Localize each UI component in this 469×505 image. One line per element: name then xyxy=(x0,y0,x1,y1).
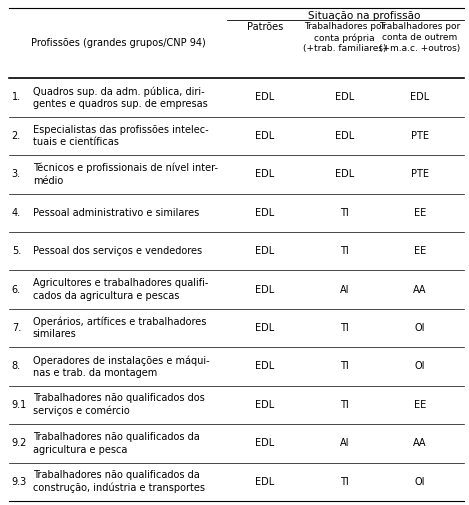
Text: EE: EE xyxy=(414,400,426,410)
Text: Trabalhadores não qualificados da
agricultura e pesca: Trabalhadores não qualificados da agricu… xyxy=(33,432,200,454)
Text: Situação na profissão: Situação na profissão xyxy=(309,11,421,21)
Text: EDL: EDL xyxy=(255,208,275,218)
Text: EDL: EDL xyxy=(410,92,430,103)
Text: TI: TI xyxy=(340,477,349,487)
Text: Pessoal dos serviços e vendedores: Pessoal dos serviços e vendedores xyxy=(33,246,202,256)
Text: TI: TI xyxy=(340,208,349,218)
Text: EDL: EDL xyxy=(255,362,275,372)
Text: EDL: EDL xyxy=(335,92,355,103)
Text: 5.: 5. xyxy=(12,246,21,256)
Text: TI: TI xyxy=(340,362,349,372)
Text: Quadros sup. da adm. pública, diri-
gentes e quadros sup. de empresas: Quadros sup. da adm. pública, diri- gent… xyxy=(33,86,208,109)
Text: Técnicos e profissionais de nível inter-
médio: Técnicos e profissionais de nível inter-… xyxy=(33,163,218,186)
Text: EDL: EDL xyxy=(255,246,275,256)
Text: Trabalhadores por
conta própria
(+trab. familiares): Trabalhadores por conta própria (+trab. … xyxy=(303,22,386,54)
Text: EDL: EDL xyxy=(255,92,275,103)
Text: EDL: EDL xyxy=(255,400,275,410)
Text: Patrões: Patrões xyxy=(247,22,283,32)
Text: Trabalhadores não qualificados da
construção, indústria e transportes: Trabalhadores não qualificados da constr… xyxy=(33,470,205,493)
Text: Agricultores e trabalhadores qualifi-
cados da agricultura e pescas: Agricultores e trabalhadores qualifi- ca… xyxy=(33,278,208,301)
Text: EDL: EDL xyxy=(255,169,275,179)
Text: Operários, artífices e trabalhadores
similares: Operários, artífices e trabalhadores sim… xyxy=(33,317,206,339)
Text: AI: AI xyxy=(340,285,349,294)
Text: Pessoal administrativo e similares: Pessoal administrativo e similares xyxy=(33,208,199,218)
Text: Profissões (grandes grupos/CNP 94): Profissões (grandes grupos/CNP 94) xyxy=(31,38,206,48)
Text: EE: EE xyxy=(414,208,426,218)
Text: 6.: 6. xyxy=(12,285,21,294)
Text: EDL: EDL xyxy=(255,438,275,448)
Text: Operadores de instalações e máqui-
nas e trab. da montagem: Operadores de instalações e máqui- nas e… xyxy=(33,355,210,378)
Text: 2.: 2. xyxy=(12,131,21,141)
Text: Especialistas das profissões intelec-
tuais e científicas: Especialistas das profissões intelec- tu… xyxy=(33,125,208,147)
Text: 9.1: 9.1 xyxy=(12,400,27,410)
Text: TI: TI xyxy=(340,323,349,333)
Text: 9.2: 9.2 xyxy=(12,438,27,448)
Text: OI: OI xyxy=(415,323,425,333)
Text: EDL: EDL xyxy=(255,285,275,294)
Text: Trabalhadores por
conta de outrem
(+m.a.c. +outros): Trabalhadores por conta de outrem (+m.a.… xyxy=(379,22,461,53)
Text: TI: TI xyxy=(340,246,349,256)
Text: 4.: 4. xyxy=(12,208,21,218)
Text: EDL: EDL xyxy=(255,131,275,141)
Text: AA: AA xyxy=(413,285,426,294)
Text: 1.: 1. xyxy=(12,92,21,103)
Text: 8.: 8. xyxy=(12,362,21,372)
Text: 3.: 3. xyxy=(12,169,21,179)
Text: EDL: EDL xyxy=(255,323,275,333)
Text: AI: AI xyxy=(340,438,349,448)
Text: Trabalhadores não qualificados dos
serviços e comércio: Trabalhadores não qualificados dos servi… xyxy=(33,393,204,417)
Text: OI: OI xyxy=(415,362,425,372)
Text: AA: AA xyxy=(413,438,426,448)
Text: EDL: EDL xyxy=(335,169,355,179)
Text: OI: OI xyxy=(415,477,425,487)
Text: EDL: EDL xyxy=(255,477,275,487)
Text: EDL: EDL xyxy=(335,131,355,141)
Text: TI: TI xyxy=(340,400,349,410)
Text: PTE: PTE xyxy=(411,169,429,179)
Text: EE: EE xyxy=(414,246,426,256)
Text: 7.: 7. xyxy=(12,323,21,333)
Text: PTE: PTE xyxy=(411,131,429,141)
Text: 9.3: 9.3 xyxy=(12,477,27,487)
